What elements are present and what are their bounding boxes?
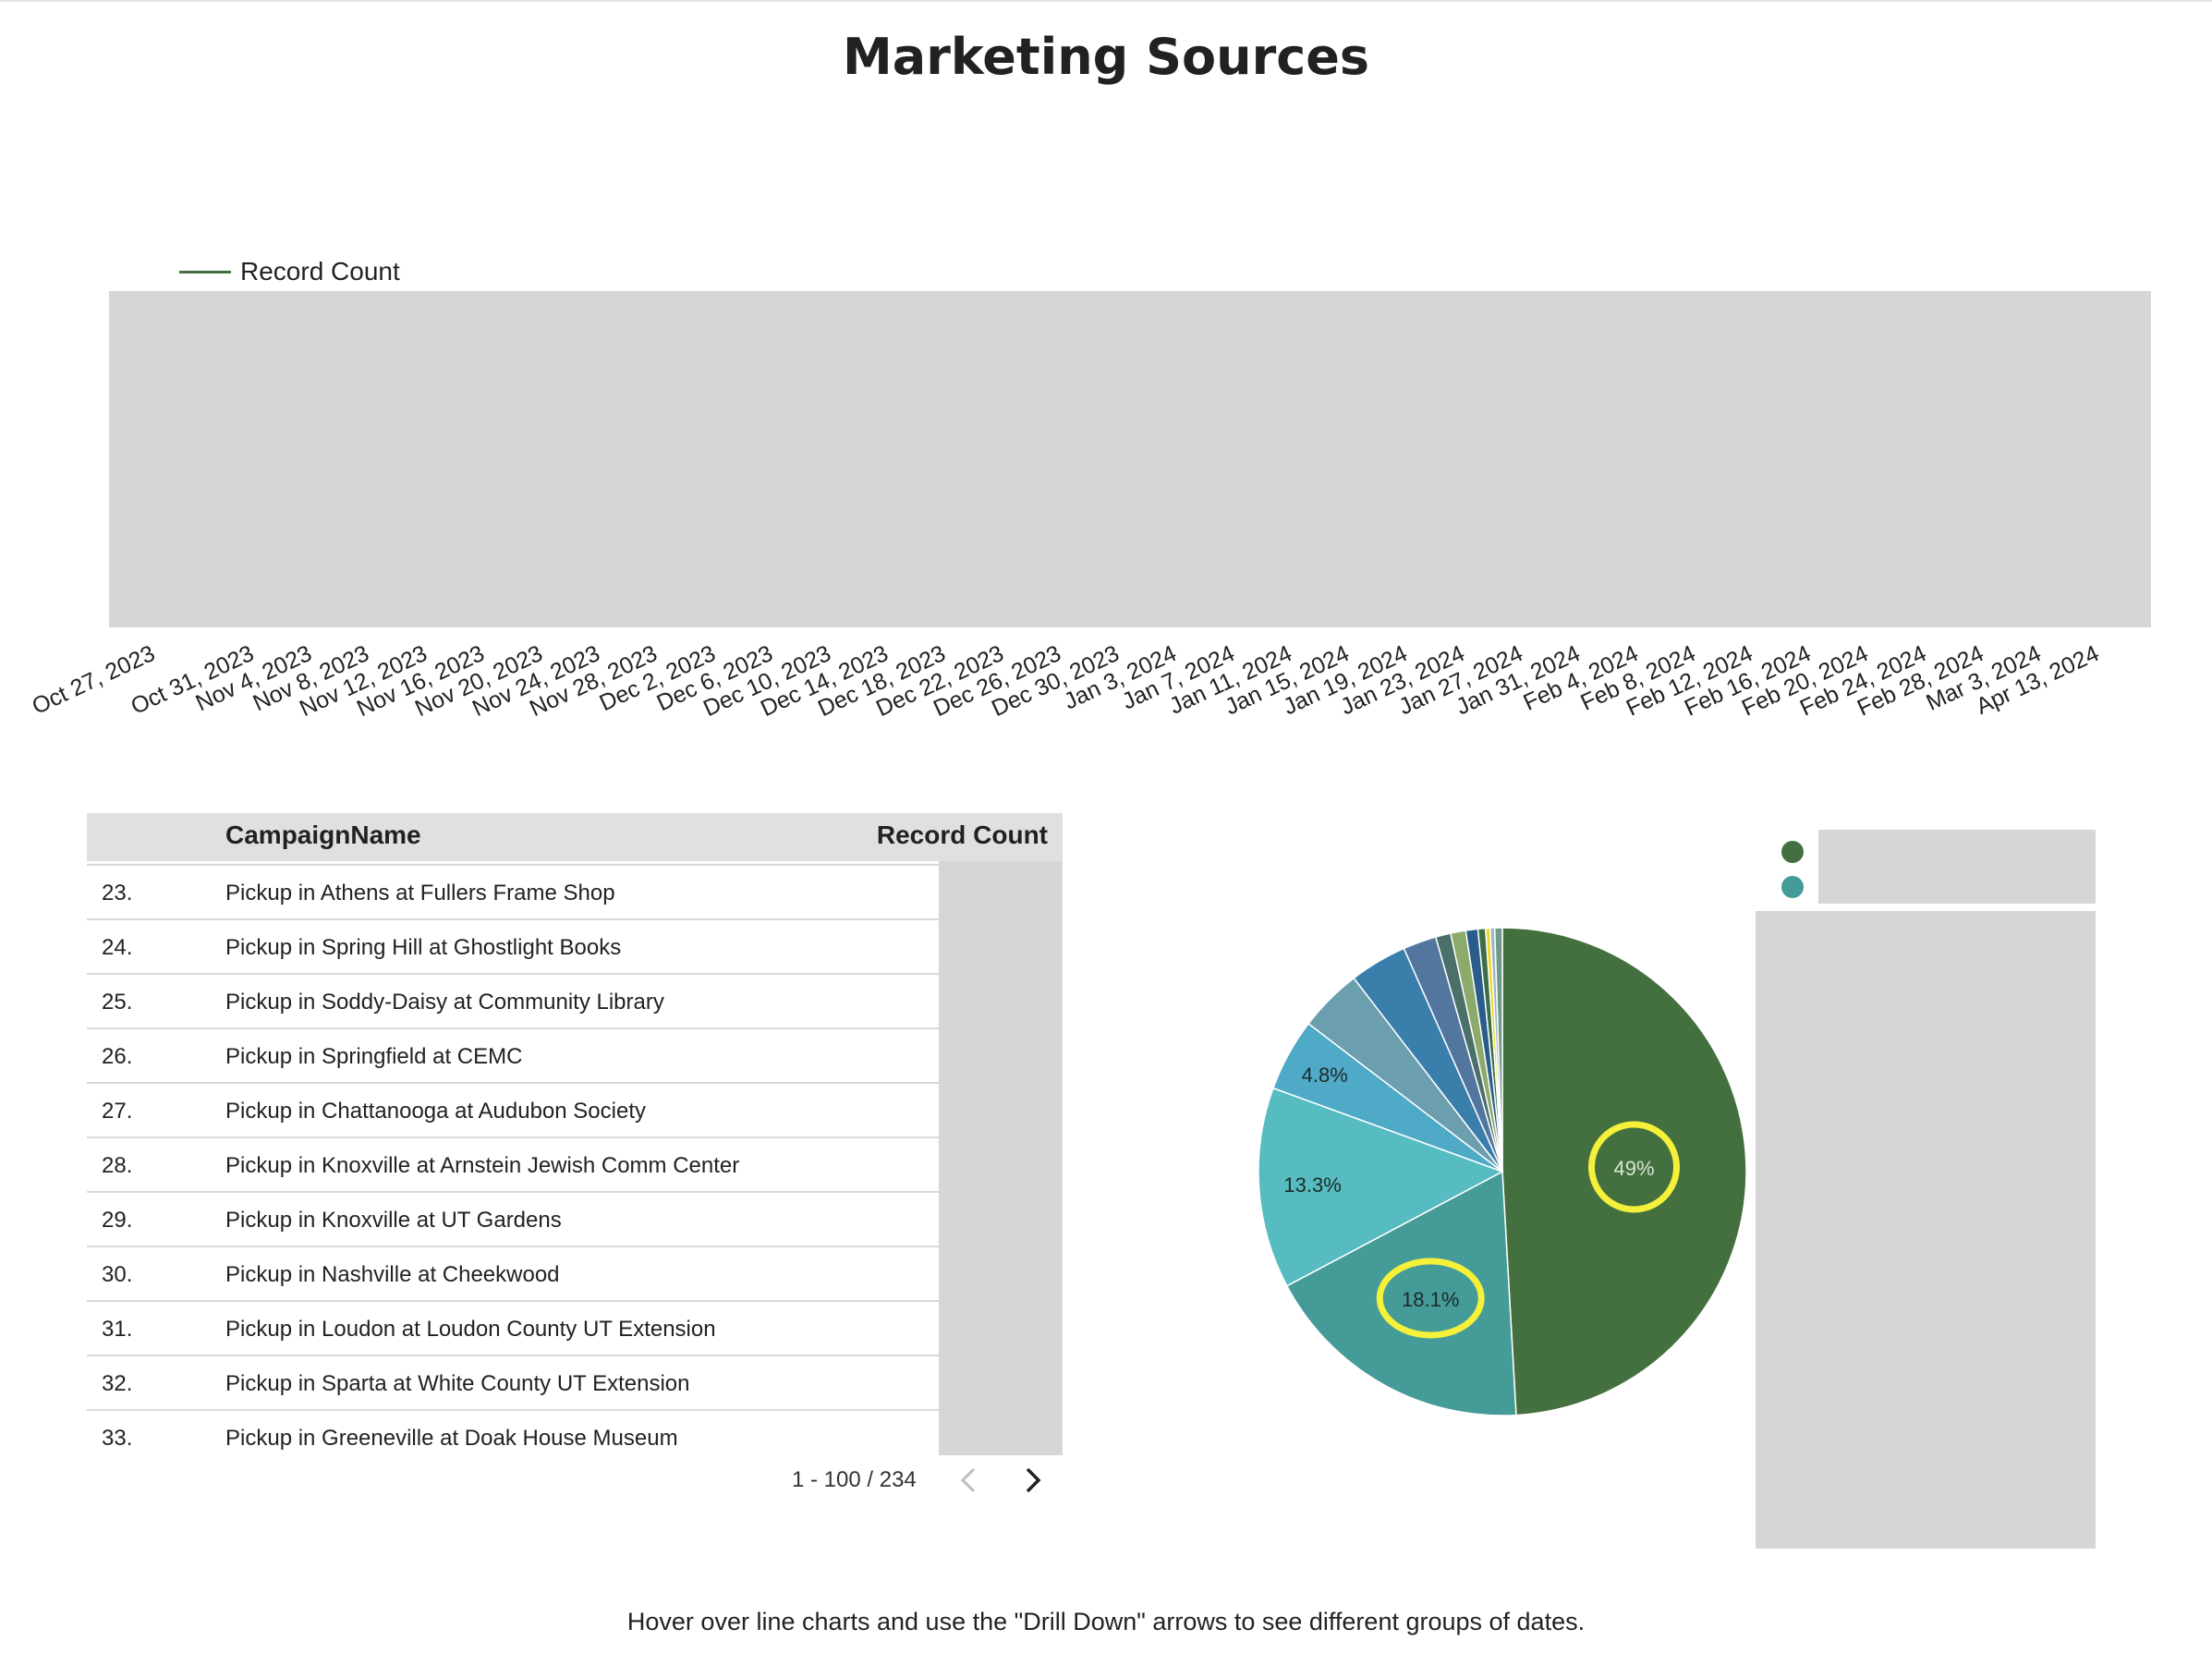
row-number: 26. bbox=[102, 1044, 133, 1069]
pie-slice-label: 18.1% bbox=[1402, 1288, 1459, 1311]
row-number: 25. bbox=[102, 990, 133, 1015]
campaign-name: Pickup in Loudon at Loudon County UT Ext… bbox=[225, 1317, 716, 1342]
table-row[interactable]: 31. Pickup in Loudon at Loudon County UT … bbox=[87, 1302, 1063, 1356]
redacted-legend-labels bbox=[1818, 830, 2096, 904]
pie-slice-label: 49% bbox=[1613, 1157, 1654, 1180]
table-row[interactable]: 23. Pickup in Athens at Fullers Frame Sho… bbox=[87, 866, 1063, 920]
pie-slice-label: 13.3% bbox=[1283, 1173, 1341, 1197]
column-header-record-count[interactable]: Record Count bbox=[876, 820, 1048, 849]
highlight-circle bbox=[1588, 1121, 1681, 1213]
row-number: 29. bbox=[102, 1208, 133, 1233]
campaign-name: Pickup in Knoxville at Arnstein Jewish C… bbox=[225, 1153, 740, 1178]
row-number: 33. bbox=[102, 1426, 133, 1451]
legend-line-swatch bbox=[179, 271, 231, 273]
campaign-name: Pickup in Springfield at CEMC bbox=[225, 1044, 523, 1069]
column-header-campaign[interactable]: CampaignName bbox=[225, 820, 421, 849]
pagination-text: 1 - 100 / 234 bbox=[792, 1467, 917, 1492]
row-number: 30. bbox=[102, 1262, 133, 1287]
table-row[interactable]: 26. Pickup in Springfield at CEMC bbox=[87, 1029, 1063, 1084]
campaign-name: Pickup in Sparta at White County UT Exte… bbox=[225, 1371, 690, 1396]
redacted-chart-area bbox=[109, 291, 2151, 627]
pie-slice[interactable] bbox=[1285, 1170, 1517, 1416]
row-number: 24. bbox=[102, 935, 133, 960]
table-row[interactable]: 33. Pickup in Greeneville at Doak House M… bbox=[87, 1411, 1063, 1455]
redacted-record-counts bbox=[939, 861, 1063, 1455]
row-number: 28. bbox=[102, 1153, 133, 1178]
row-number: 23. bbox=[102, 881, 133, 905]
chevron-left-icon bbox=[960, 1467, 976, 1493]
prev-page-button[interactable] bbox=[950, 1460, 987, 1501]
table-header: CampaignName Record Count bbox=[87, 813, 1063, 861]
footer-hint: Hover over line charts and use the "Dril… bbox=[626, 1608, 1586, 1635]
row-number: 32. bbox=[102, 1371, 133, 1396]
campaign-name: Pickup in Soddy-Daisy at Community Libra… bbox=[225, 990, 664, 1015]
table-row[interactable]: 30. Pickup in Nashville at Cheekwood bbox=[87, 1247, 1063, 1302]
table-row[interactable]: 29. Pickup in Knoxville at UT Gardens bbox=[87, 1193, 1063, 1247]
campaign-name: Pickup in Nashville at Cheekwood bbox=[225, 1262, 560, 1287]
pie-slice[interactable] bbox=[1258, 1087, 1504, 1287]
top-divider bbox=[0, 0, 2212, 2]
table-row[interactable]: 27. Pickup in Chattanooga at Audubon Soci… bbox=[87, 1084, 1063, 1138]
pie-slice[interactable] bbox=[1501, 927, 1747, 1416]
campaign-name: Pickup in Chattanooga at Audubon Society bbox=[225, 1099, 646, 1124]
campaign-table: CampaignName Record Count 22.Pickup in N… bbox=[87, 813, 1063, 1455]
campaign-name: Pickup in Spring Hill at Ghostlight Book… bbox=[225, 935, 622, 960]
row-number: 27. bbox=[102, 1099, 133, 1124]
table-row[interactable]: 32. Pickup in Sparta at White County UT E… bbox=[87, 1356, 1063, 1411]
row-number: 31. bbox=[102, 1317, 133, 1342]
pie-legend-dot bbox=[1781, 841, 1804, 863]
table-row[interactable]: 25. Pickup in Soddy-Daisy at Community Li… bbox=[87, 975, 1063, 1029]
campaign-name: Pickup in Knoxville at UT Gardens bbox=[225, 1208, 562, 1233]
legend-label: Record Count bbox=[240, 257, 400, 286]
highlight-circle bbox=[1376, 1258, 1485, 1339]
pie-slice-label: 4.8% bbox=[1302, 1063, 1348, 1087]
pie-slice[interactable] bbox=[1493, 927, 1503, 1173]
redacted-legend-panel bbox=[1756, 911, 2096, 1549]
table-row[interactable]: 28. Pickup in Knoxville at Arnstein Jewis… bbox=[87, 1138, 1063, 1193]
pie-legend-dot bbox=[1781, 876, 1804, 898]
page-title: Marketing Sources bbox=[843, 28, 1369, 86]
next-page-button[interactable] bbox=[1015, 1460, 1051, 1501]
chevron-right-icon bbox=[1026, 1467, 1041, 1493]
table-row[interactable]: 24. Pickup in Spring Hill at Ghostlight B… bbox=[87, 920, 1063, 975]
campaign-name: Pickup in Athens at Fullers Frame Shop bbox=[225, 881, 615, 905]
campaign-name: Pickup in Greeneville at Doak House Muse… bbox=[225, 1426, 678, 1451]
